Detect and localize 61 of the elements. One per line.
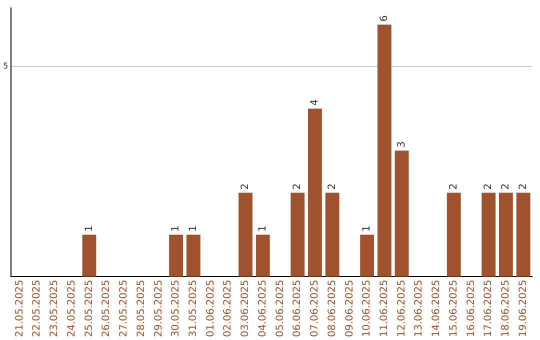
bar bbox=[325, 192, 340, 277]
x-tick-label: 08.06.2025 bbox=[326, 280, 338, 338]
x-tick-label: 30.05.2025 bbox=[170, 280, 182, 338]
data-label: 2 bbox=[292, 183, 304, 190]
x-tick-label: 17.06.2025 bbox=[483, 280, 494, 338]
data-label: 2 bbox=[240, 183, 252, 190]
x-tick-label: 25.05.2025 bbox=[84, 280, 95, 338]
x-tick-label: 06.06.2025 bbox=[292, 280, 304, 338]
x-tick-label: 19.06.2025 bbox=[518, 280, 529, 338]
x-tick-label: 27.05.2025 bbox=[118, 280, 130, 338]
y-tick-label: 5 bbox=[2, 62, 8, 71]
data-label: 4 bbox=[310, 99, 321, 106]
x-tick-label: 28.05.2025 bbox=[136, 280, 147, 338]
x-tick-label: 23.05.2025 bbox=[49, 280, 60, 338]
x-tick-label: 24.05.2025 bbox=[66, 280, 78, 338]
data-label: 1 bbox=[170, 225, 182, 232]
data-label: 1 bbox=[84, 225, 95, 232]
bar bbox=[256, 234, 270, 277]
x-tick-label: 15.06.2025 bbox=[448, 280, 460, 338]
x-tick-label: 13.06.2025 bbox=[414, 280, 425, 338]
bar bbox=[394, 150, 409, 277]
x-tick-label: 26.05.2025 bbox=[101, 280, 112, 338]
x-tick-label: 10.06.2025 bbox=[362, 280, 373, 338]
x-tick-label: 22.05.2025 bbox=[32, 280, 43, 338]
x-tick-label: 04.06.2025 bbox=[257, 280, 268, 338]
x-tick-label: 05.06.2025 bbox=[274, 280, 286, 338]
data-label: 2 bbox=[448, 183, 460, 190]
x-tick-label: 09.06.2025 bbox=[344, 280, 356, 338]
data-label: 2 bbox=[518, 183, 529, 190]
data-label: 2 bbox=[500, 183, 512, 190]
data-label: 2 bbox=[326, 183, 338, 190]
x-tick-label: 01.06.2025 bbox=[205, 280, 216, 338]
x-tick-label: 07.06.2025 bbox=[310, 280, 321, 338]
bar bbox=[516, 192, 530, 277]
bar bbox=[82, 234, 96, 277]
x-tick-label: 11.06.2025 bbox=[379, 280, 390, 338]
x-tick-label: 21.05.2025 bbox=[14, 280, 26, 338]
data-label: 1 bbox=[257, 225, 268, 232]
bar bbox=[308, 108, 322, 277]
data-label: 6 bbox=[379, 15, 390, 22]
bar bbox=[169, 234, 183, 277]
data-label: 1 bbox=[188, 225, 199, 232]
bar bbox=[377, 24, 392, 277]
bar bbox=[290, 192, 305, 277]
data-label: 3 bbox=[396, 141, 408, 148]
x-tick-label: 03.06.2025 bbox=[240, 280, 252, 338]
data-label: 2 bbox=[483, 183, 494, 190]
bar bbox=[499, 192, 513, 277]
bar bbox=[238, 192, 252, 277]
bar bbox=[482, 192, 496, 277]
bar bbox=[446, 192, 461, 277]
x-tick-label: 02.06.2025 bbox=[222, 280, 234, 338]
x-tick-label: 29.05.2025 bbox=[153, 280, 164, 338]
x-tick-label: 14.06.2025 bbox=[431, 280, 442, 338]
x-tick-label: 31.05.2025 bbox=[188, 280, 199, 338]
x-tick-label: 12.06.2025 bbox=[396, 280, 408, 338]
bar bbox=[360, 234, 374, 277]
bar bbox=[186, 234, 200, 277]
data-label: 1 bbox=[362, 225, 373, 232]
x-tick-label: 16.06.2025 bbox=[466, 280, 477, 338]
x-tick-label: 18.06.2025 bbox=[500, 280, 512, 338]
